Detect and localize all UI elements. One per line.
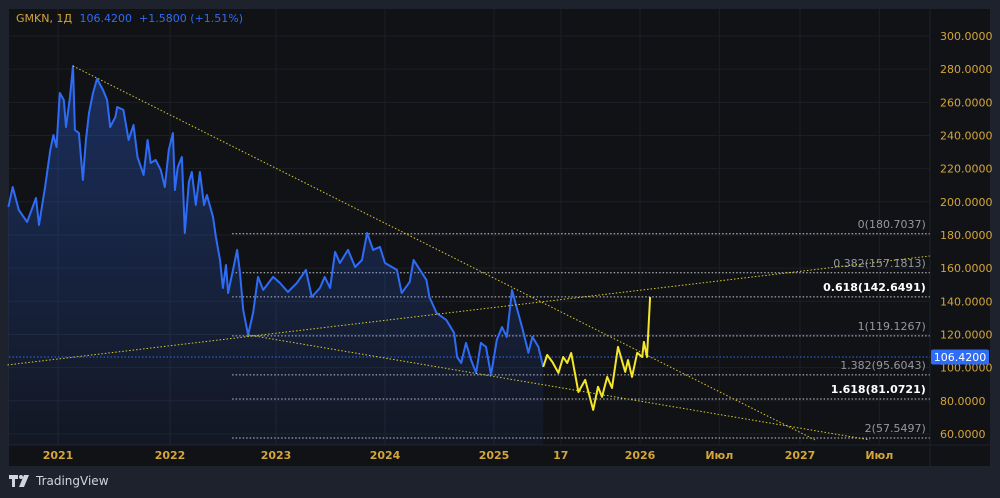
tradingview-logo[interactable]: TradingView: [9, 474, 109, 488]
price-change: +1.5800: [139, 12, 187, 25]
price-change-pct: (+1.51%): [190, 12, 244, 25]
fib-level-label: 0(180.7037): [858, 218, 926, 231]
trendlines[interactable]: [7, 65, 930, 441]
y-tick-label: 220.0000: [940, 163, 993, 176]
price-axis[interactable]: 300.0000 280.0000 260.0000 240.0000 220.0000…: [940, 30, 993, 441]
y-tick-label: 200.0000: [940, 196, 993, 209]
x-tick-label: 2024: [370, 449, 401, 462]
symbol-values: 106.4200 +1.5800 (+1.51%): [80, 12, 243, 25]
y-tick-label: 120.0000: [940, 328, 993, 341]
price-area-fill: [8, 66, 544, 445]
x-tick-label: Июл: [705, 449, 733, 462]
fib-level-label: 1(119.1267): [858, 320, 926, 333]
x-tick-label: 2027: [785, 449, 816, 462]
last-price: 106.4200: [79, 12, 133, 25]
y-tick-label: 280.0000: [940, 63, 993, 76]
x-tick-label: Июл: [865, 449, 893, 462]
symbol-legend[interactable]: GMKN, 1Д 106.4200 +1.5800 (+1.51%): [16, 12, 243, 25]
trendline[interactable]: [7, 255, 930, 366]
x-tick-label: 2022: [155, 449, 186, 462]
historical-price-line: [7, 65, 545, 376]
y-tick-label: 140.0000: [940, 295, 993, 308]
trendline[interactable]: [248, 334, 870, 441]
tradingview-logo-icon: [9, 475, 29, 487]
y-tick-label: 300.0000: [940, 30, 993, 43]
y-tick-label: 260.0000: [940, 96, 993, 109]
y-tick-label: 100.0000: [940, 362, 993, 375]
symbol-name: GMKN, 1Д: [16, 12, 73, 25]
fib-level-label: 0.382(157.1813): [833, 257, 926, 270]
x-tick-label: 2025: [479, 449, 510, 462]
last-price-badge: 106.4200: [931, 349, 989, 365]
fib-level-label: 2(57.5497): [865, 422, 926, 435]
series-group: [7, 65, 652, 411]
y-tick-label: 240.0000: [940, 129, 993, 142]
fib-level-label: 1.382(95.6043): [840, 359, 926, 372]
y-tick-label: 80.0000: [940, 395, 986, 408]
y-tick-label: 160.0000: [940, 262, 993, 275]
fib-level-label: 0.618(142.6491): [823, 281, 926, 294]
x-tick-label: 17: [553, 449, 568, 462]
last-price-label: 106.4200: [934, 351, 987, 364]
x-tick-label: 2023: [261, 449, 292, 462]
fib-level-label: 1.618(81.0721): [831, 383, 926, 396]
time-axis[interactable]: 2021 2022 2023 2024 2025 17 2026 Июл 2027 Июл: [43, 449, 894, 462]
brand-name: TradingView: [36, 474, 109, 488]
projection-price-line: [542, 296, 652, 411]
x-tick-label: 2026: [625, 449, 656, 462]
y-tick-label: 180.0000: [940, 229, 993, 242]
x-tick-label: 2021: [43, 449, 74, 462]
y-tick-label: 60.0000: [940, 428, 986, 441]
